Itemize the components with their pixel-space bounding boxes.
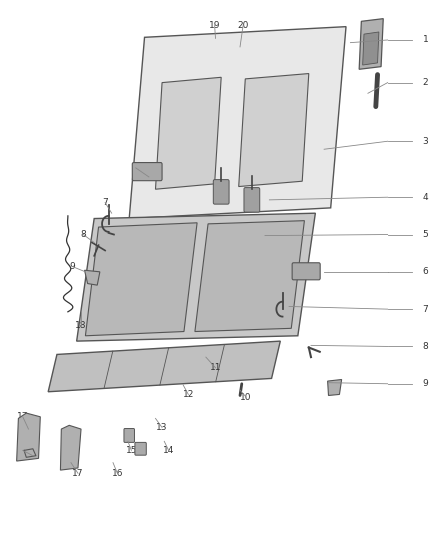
Text: 11: 11 [210,364,221,372]
Text: 4: 4 [423,193,428,201]
Text: 3: 3 [423,137,428,146]
Polygon shape [85,223,197,336]
Polygon shape [328,379,342,395]
Text: 7: 7 [102,198,108,207]
Text: 16: 16 [112,469,123,478]
Polygon shape [129,27,346,219]
Text: 17: 17 [17,413,28,421]
Polygon shape [85,270,100,285]
Text: 14: 14 [163,446,174,455]
Text: 13: 13 [156,423,168,432]
Text: 7: 7 [423,305,428,313]
Text: 6: 6 [423,268,428,276]
FancyBboxPatch shape [213,180,229,204]
Polygon shape [77,213,315,341]
Polygon shape [359,19,383,69]
Text: 10: 10 [240,393,252,401]
FancyBboxPatch shape [132,163,162,181]
Polygon shape [363,32,379,65]
Text: 18: 18 [75,321,87,329]
Text: 15: 15 [126,446,137,455]
FancyBboxPatch shape [292,263,320,280]
Text: 9: 9 [69,262,75,271]
Text: 19: 19 [209,21,220,30]
FancyBboxPatch shape [124,429,134,442]
Polygon shape [17,413,40,461]
Text: 20: 20 [237,21,249,30]
Text: 8: 8 [80,230,86,239]
Text: 2: 2 [423,78,428,87]
Polygon shape [48,341,280,392]
Text: 12: 12 [183,390,194,399]
Polygon shape [239,74,309,187]
Text: 6: 6 [133,164,139,172]
FancyBboxPatch shape [244,188,260,212]
Polygon shape [155,77,221,189]
Text: 9: 9 [423,379,428,388]
Text: 1: 1 [423,36,428,44]
Text: 17: 17 [72,469,84,478]
Text: 5: 5 [423,230,428,239]
Text: 8: 8 [20,446,26,455]
FancyBboxPatch shape [135,442,146,455]
Polygon shape [60,425,81,470]
Text: 8: 8 [423,342,428,351]
Polygon shape [195,221,304,332]
